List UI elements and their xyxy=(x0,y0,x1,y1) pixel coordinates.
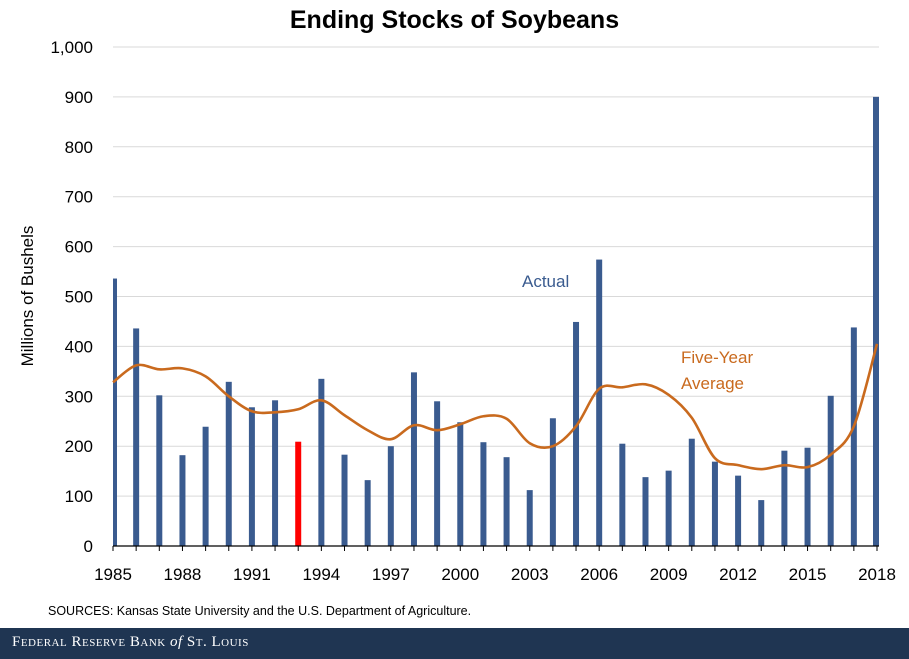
bar-2010 xyxy=(688,438,695,546)
brand-part-1: Federal Reserve Bank xyxy=(12,634,166,650)
sources-note: SOURCES: Kansas State University and the… xyxy=(48,604,472,618)
x-tick-label: 2003 xyxy=(511,565,549,584)
bar-2014 xyxy=(781,450,788,546)
bar-1992 xyxy=(272,400,279,546)
y-tick-label: 300 xyxy=(65,387,93,406)
y-axis-label: Millions of Bushels xyxy=(18,226,37,367)
bar-1995 xyxy=(341,454,348,546)
brand-part-2: St. Louis xyxy=(186,634,249,650)
y-tick-label: 500 xyxy=(65,288,93,307)
bar-2018 xyxy=(873,96,879,547)
bar-2011 xyxy=(711,461,718,546)
bar-1996 xyxy=(364,480,371,546)
y-tick-label: 400 xyxy=(65,337,93,356)
y-tick-label: 600 xyxy=(65,238,93,257)
bar-2005 xyxy=(573,321,580,546)
bar-1997 xyxy=(387,446,394,546)
x-tick-label: 2012 xyxy=(719,565,757,584)
y-tick-label: 700 xyxy=(65,188,93,207)
footer-brand: Federal Reserve Bank of St. Louis xyxy=(12,634,249,651)
bar-1986 xyxy=(133,328,140,546)
y-tick-label: 0 xyxy=(84,537,93,556)
bar-1993 xyxy=(295,441,302,546)
bar-2016 xyxy=(827,395,834,546)
bar-1987 xyxy=(156,395,163,546)
bar-2006 xyxy=(596,259,603,546)
x-axis-ticks: 1985 1988 1991 1994 1997 2000 2003 2006 2009 2012… xyxy=(94,565,896,584)
bar-1988 xyxy=(179,455,186,546)
x-tick-label: 1991 xyxy=(233,565,271,584)
bar-2017 xyxy=(850,327,857,546)
y-tick-label: 100 xyxy=(65,487,93,506)
y-tick-label: 200 xyxy=(65,437,93,456)
bar-2002 xyxy=(503,457,510,546)
x-tick-label: 2015 xyxy=(789,565,827,584)
x-tick-label: 1988 xyxy=(164,565,202,584)
y-tick-label: 800 xyxy=(65,138,93,157)
x-tick-label: 1997 xyxy=(372,565,410,584)
y-tick-label: 1,000 xyxy=(50,38,93,57)
bar-2003 xyxy=(526,490,533,546)
annotation-actual: Actual xyxy=(522,272,569,291)
bar-2007 xyxy=(619,443,626,546)
y-tick-label: 900 xyxy=(65,88,93,107)
bar-2001 xyxy=(480,442,487,546)
x-tick-label: 1985 xyxy=(94,565,132,584)
x-axis xyxy=(112,545,879,551)
bar-2009 xyxy=(665,470,672,546)
x-tick-label: 2006 xyxy=(580,565,618,584)
annotation-average: Average xyxy=(681,374,744,393)
footer-bar: Federal Reserve Bank of St. Louis xyxy=(0,628,909,659)
bar-series-actual xyxy=(113,96,879,547)
bar-1990 xyxy=(225,381,232,546)
bar-2012 xyxy=(735,475,742,546)
x-tick-label: 2009 xyxy=(650,565,688,584)
y-axis-ticks: 0 100 200 300 400 500 600 700 800 900 1,000 xyxy=(50,38,93,556)
bar-2015 xyxy=(804,447,811,546)
bar-1985 xyxy=(113,278,117,546)
bar-2008 xyxy=(642,477,649,546)
line-series-five-year-average xyxy=(112,343,879,471)
bar-2013 xyxy=(758,500,765,546)
bar-2004 xyxy=(549,418,556,546)
bar-1991 xyxy=(248,407,255,546)
gridlines xyxy=(113,46,879,497)
chart-title: Ending Stocks of Soybeans xyxy=(289,6,620,34)
bar-1994 xyxy=(318,378,325,546)
x-tick-label: 2018 xyxy=(858,565,896,584)
x-tick-label: 2000 xyxy=(441,565,479,584)
annotation-five-year: Five-Year xyxy=(681,348,753,367)
bar-1989 xyxy=(202,426,209,546)
x-tick-label: 1994 xyxy=(302,565,340,584)
bar-1998 xyxy=(410,372,417,546)
brand-of: of xyxy=(170,634,183,650)
bar-2000 xyxy=(457,422,464,546)
bar-1999 xyxy=(434,401,441,546)
